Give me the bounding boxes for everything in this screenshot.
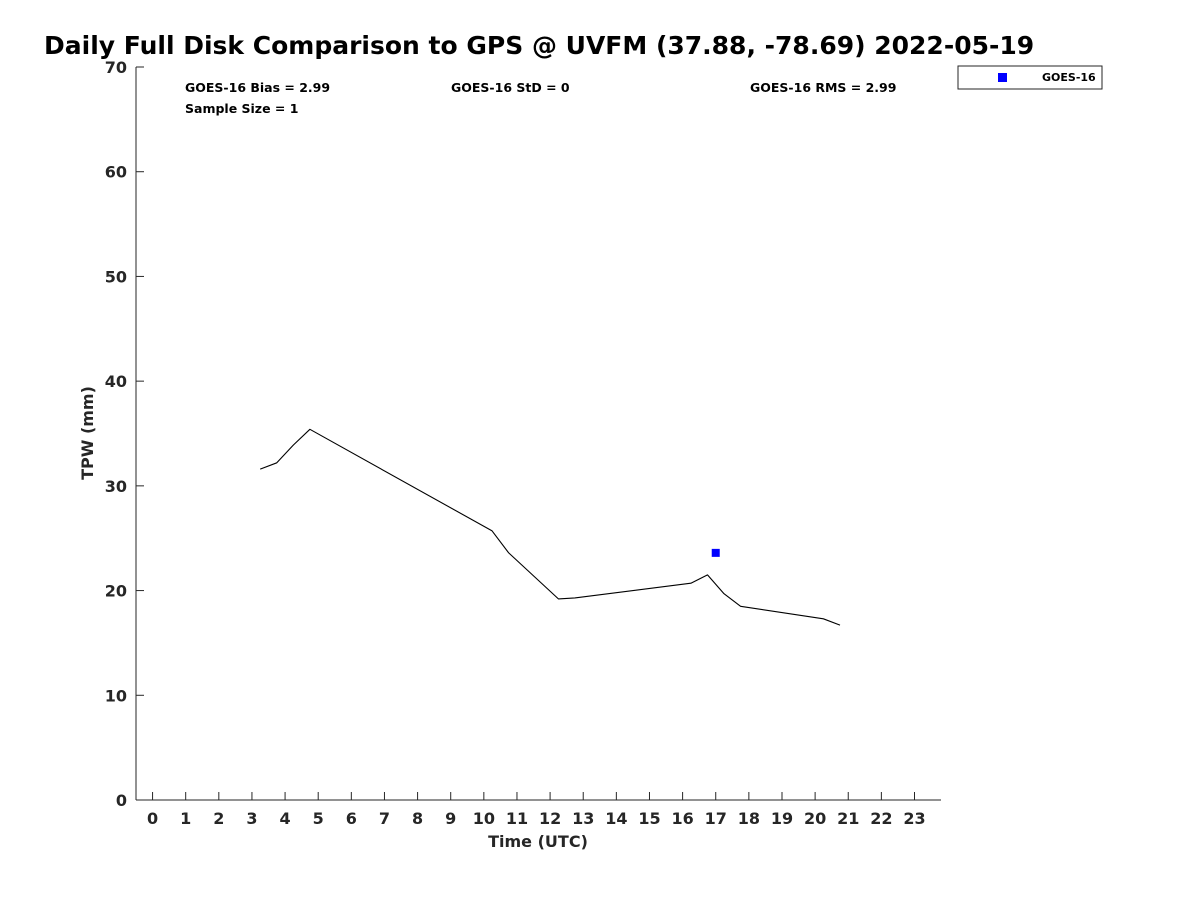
x-tick-label: 4 <box>280 809 291 828</box>
y-tick-label: 20 <box>105 582 127 601</box>
x-tick-label: 16 <box>671 809 693 828</box>
x-tick-label: 11 <box>506 809 528 828</box>
y-tick-label: 40 <box>105 372 127 391</box>
axis-ticks: 0 1 2 3 4 5 6 7 8 9 10 11 12 13 14 15 16 17 18 19 20 21 22 2301… <box>105 58 926 828</box>
x-tick-label: 17 <box>705 809 727 828</box>
y-tick-label: 30 <box>105 477 127 496</box>
rms-annotation: GOES-16 RMS = 2.99 <box>750 80 896 95</box>
std-annotation: GOES-16 StD = 0 <box>451 80 570 95</box>
x-tick-label: 10 <box>473 809 495 828</box>
x-tick-label: 15 <box>638 809 660 828</box>
x-tick-label: 12 <box>539 809 561 828</box>
legend-box <box>957 65 1103 90</box>
plot-area <box>135 67 941 801</box>
x-tick-label: 23 <box>903 809 925 828</box>
x-tick-label: 13 <box>572 809 594 828</box>
goes16-point <box>711 548 720 557</box>
x-tick-label: 21 <box>837 809 859 828</box>
x-tick-label: 8 <box>412 809 423 828</box>
y-tick-label: 10 <box>105 686 127 705</box>
y-tick-label: 70 <box>105 58 127 77</box>
bias-annotation: GOES-16 Bias = 2.99 <box>185 80 330 95</box>
y-axis-label: TPW (mm) <box>78 386 97 480</box>
sample-size-annotation: Sample Size = 1 <box>185 101 298 116</box>
x-tick-label: 3 <box>246 809 257 828</box>
x-axis-label: Time (UTC) <box>488 832 588 851</box>
legend-marker-goes16 <box>998 73 1007 82</box>
x-tick-label: 14 <box>605 809 627 828</box>
x-tick-label: 22 <box>870 809 892 828</box>
x-tick-label: 6 <box>346 809 357 828</box>
y-tick-label: 60 <box>105 163 127 182</box>
x-tick-label: 7 <box>379 809 390 828</box>
x-tick-label: 2 <box>213 809 224 828</box>
y-tick-label: 0 <box>116 791 127 810</box>
x-tick-label: 0 <box>147 809 158 828</box>
legend: GOES-16 <box>957 65 1103 90</box>
tpw-line-series <box>260 428 841 626</box>
series-layer <box>260 428 841 626</box>
x-tick-label: 19 <box>771 809 793 828</box>
x-tick-label: 20 <box>804 809 826 828</box>
x-tick-label: 1 <box>180 809 191 828</box>
y-tick-label: 50 <box>105 267 127 286</box>
x-tick-label: 5 <box>313 809 324 828</box>
legend-label-goes16: GOES-16 <box>1042 71 1096 84</box>
chart-title: Daily Full Disk Comparison to GPS @ UVFM… <box>44 31 1034 60</box>
x-tick-label: 9 <box>445 809 456 828</box>
x-tick-label: 18 <box>738 809 760 828</box>
